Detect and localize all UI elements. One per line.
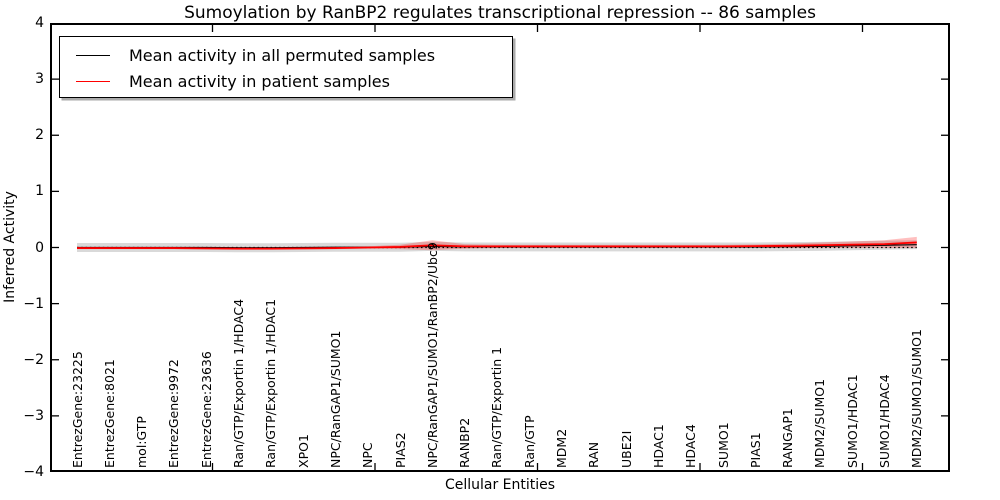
x-tick-label: EntrezGene:9972 — [166, 359, 182, 468]
x-tick-label: PIAS1 — [747, 432, 763, 468]
legend-item: Mean activity in all permuted samples — [60, 42, 512, 68]
y-tick-label: −1 — [23, 295, 44, 312]
x-tick-label: HDAC4 — [683, 424, 699, 468]
x-tick-label: mol:GTP — [134, 416, 150, 468]
y-tick-label: 2 — [35, 127, 44, 144]
x-tick-label: NPC/RanGAP1/SUMO1 — [327, 330, 343, 468]
x-tick-label: Ran/GTP/Exportin 1 — [489, 346, 505, 468]
y-tick-label: −3 — [23, 407, 44, 424]
x-tick-label: HDAC1 — [650, 424, 666, 468]
legend-item: Mean activity in patient samples — [60, 68, 512, 94]
x-tick-label: RANBP2 — [457, 417, 473, 468]
y-tick-label: 3 — [35, 71, 44, 88]
axes-frame — [50, 23, 950, 472]
x-tick-label: SUMO1 — [715, 422, 731, 468]
x-tick-label: NPC — [360, 442, 376, 468]
x-tick-label: EntrezGene:8021 — [101, 359, 117, 468]
x-tick-label: PIAS2 — [392, 432, 408, 468]
x-tick-label: SUMO1/HDAC1 — [844, 374, 860, 468]
legend-item-label: Mean activity in patient samples — [129, 71, 390, 91]
y-tick-label: −4 — [23, 464, 44, 480]
y-tick-label: 0 — [35, 239, 44, 256]
patient-line-sample-icon — [76, 80, 110, 82]
y-tick-label: 4 — [35, 15, 44, 31]
x-tick-label: RAN — [586, 441, 602, 468]
x-tick-label: XPO1 — [295, 434, 311, 468]
x-tick-label: MDM2/SUMO1 — [812, 378, 828, 468]
chart-title: Sumoylation by RanBP2 regulates transcri… — [184, 3, 816, 23]
x-tick-label: MDM2 — [554, 428, 569, 468]
y-tick-label: −2 — [23, 351, 44, 368]
x-tick-label: Ran/GTP/Exportin 1/HDAC1 — [263, 298, 279, 468]
y-axis-label: Inferred Activity — [2, 191, 18, 303]
x-tick-label: SUMO1/HDAC4 — [877, 374, 892, 468]
x-tick-label: MDM2/SUMO1/SUMO1 — [909, 329, 925, 468]
legend: Mean activity in all permuted samples Me… — [59, 36, 513, 98]
x-tick-label: EntrezGene:23636 — [198, 351, 214, 468]
x-tick-label: NPC/RanGAP1/SUMO1/RanBP2/Ubc9 — [424, 242, 440, 468]
x-tick-label: EntrezGene:23225 — [69, 351, 85, 468]
x-axis-label: Cellular Entities — [444, 477, 556, 493]
legend-item-label: Mean activity in all permuted samples — [129, 45, 436, 65]
x-tick-label: Ran/GTP/Exportin 1/HDAC4 — [231, 298, 246, 468]
x-tick-label: RANGAP1 — [780, 408, 796, 468]
y-tick-label: 1 — [35, 183, 44, 200]
series-line-1 — [77, 241, 917, 250]
plot-canvas — [50, 23, 950, 472]
plot-area — [50, 23, 950, 472]
permuted-line-sample-icon — [76, 54, 110, 56]
x-tick-label: UBE2I — [618, 430, 634, 468]
x-tick-label: Ran/GTP — [521, 415, 537, 468]
